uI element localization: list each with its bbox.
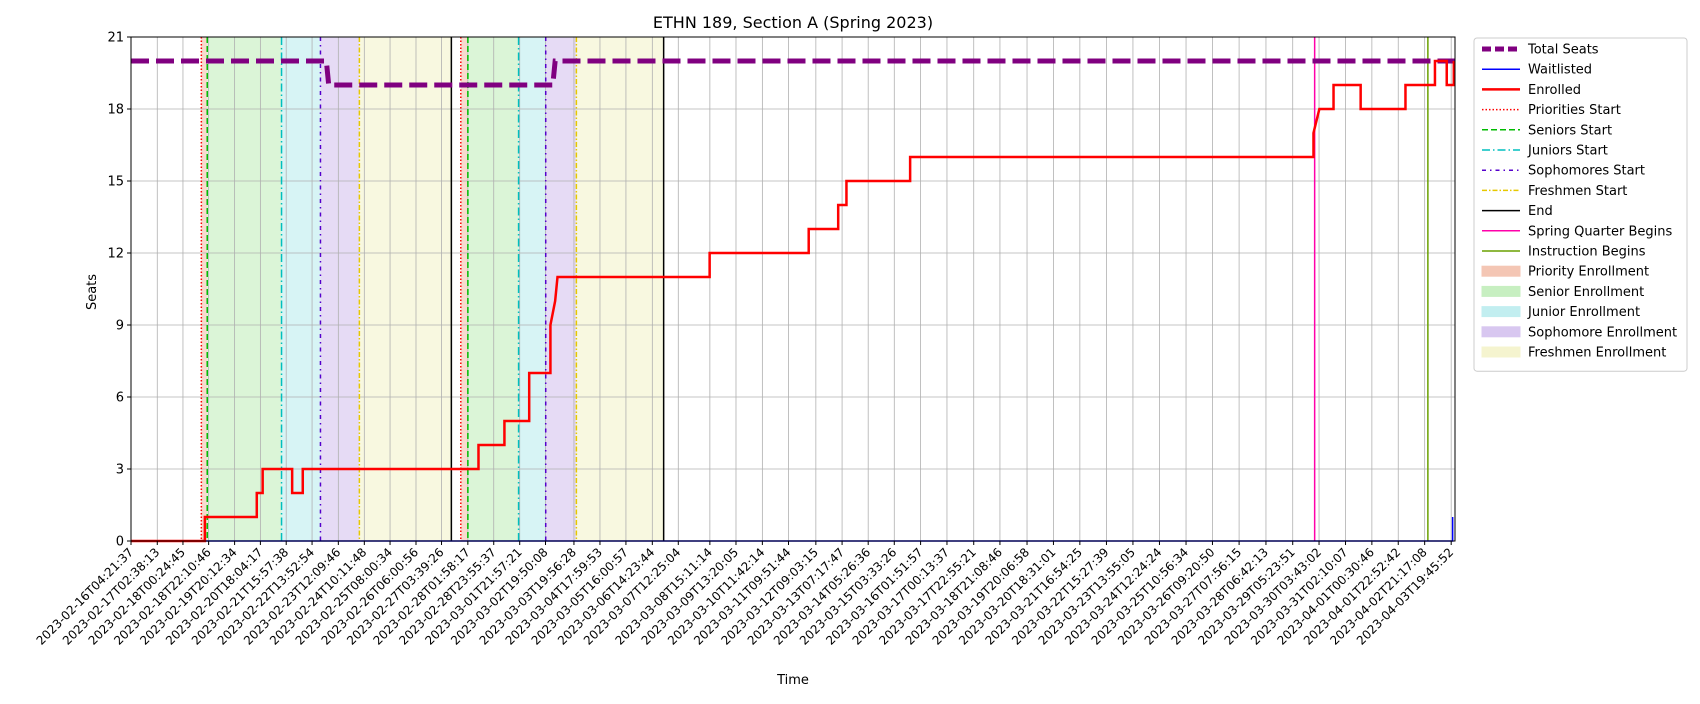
sophomore-enrollment-span — [545, 37, 577, 541]
enrollment-spans — [201, 37, 664, 541]
legend-key-senior-enrollment — [1481, 285, 1521, 297]
total-seats-series — [131, 58, 1455, 88]
y-tick-label: 0 — [116, 535, 124, 550]
legend-label-seniors-start: Seniors Start — [1528, 123, 1612, 138]
legend-label-waitlisted: Waitlisted — [1528, 63, 1592, 78]
y-tick-label: 6 — [116, 391, 124, 406]
plot-frame — [130, 36, 1456, 542]
y-tick-label: 3 — [116, 463, 124, 478]
y-axis-label: Seats — [85, 274, 100, 310]
legend-label-priorities-start: Priorities Start — [1528, 103, 1621, 118]
legend-key-freshmen-enrollment — [1481, 346, 1521, 358]
y-tick-label: 12 — [107, 247, 124, 262]
freshmen-enrollment-span — [359, 37, 452, 541]
y-tick-label: 21 — [107, 31, 124, 46]
legend-label-end: End — [1528, 204, 1553, 219]
legend-label-sophomore-enrollment: Sophomore Enrollment — [1528, 325, 1677, 340]
x-axis-label: Time — [776, 673, 809, 688]
legend-label-senior-enrollment: Senior Enrollment — [1528, 285, 1644, 300]
legend-label-freshmen-start: Freshmen Start — [1528, 184, 1627, 199]
legend-label-freshmen-enrollment: Freshmen Enrollment — [1528, 346, 1666, 361]
priority-enrollment-span — [201, 37, 208, 541]
senior-enrollment-span — [467, 37, 519, 541]
y-tick-label: 9 — [116, 319, 124, 334]
freshmen-enrollment-span — [576, 37, 664, 541]
chart-title: ETHN 189, Section A (Spring 2023) — [653, 13, 933, 32]
x-axis-ticks: 2023-02-16T04:21:372023-02-17T02:38:1320… — [34, 541, 1456, 648]
legend-label-total-seats: Total Seats — [1527, 43, 1599, 58]
legend-label-junior-enrollment: Junior Enrollment — [1527, 305, 1640, 320]
legend-label-priority-enrollment: Priority Enrollment — [1528, 265, 1649, 280]
legend-key-sophomore-enrollment — [1481, 326, 1521, 338]
legend-label-instruction-begins: Instruction Begins — [1528, 245, 1646, 260]
y-axis-ticks: 0 3 6 9 12 15 18 21 — [107, 31, 131, 550]
legend-label-spring-quarter-begins: Spring Quarter Begins — [1528, 224, 1672, 239]
legend-box — [1473, 37, 1688, 372]
legend-key-priority-enrollment — [1481, 265, 1521, 277]
event-lines — [200, 37, 1429, 541]
sophomore-enrollment-span — [320, 37, 360, 541]
y-tick-label: 15 — [107, 175, 124, 190]
junior-enrollment-span — [281, 37, 321, 541]
legend-label-sophomores-start: Sophomores Start — [1528, 164, 1645, 179]
legend-label-enrolled: Enrolled — [1528, 83, 1581, 98]
legend-key-junior-enrollment — [1481, 306, 1521, 318]
legend: Total Seats Waitlisted Enrolled Priorities … — [1473, 37, 1688, 372]
legend-label-juniors-start: Juniors Start — [1527, 144, 1608, 159]
senior-enrollment-span — [207, 37, 282, 541]
enrolled-series — [131, 59, 1456, 543]
junior-enrollment-span — [518, 37, 546, 541]
y-tick-label: 18 — [107, 103, 124, 118]
priority-enrollment-span — [460, 37, 468, 541]
